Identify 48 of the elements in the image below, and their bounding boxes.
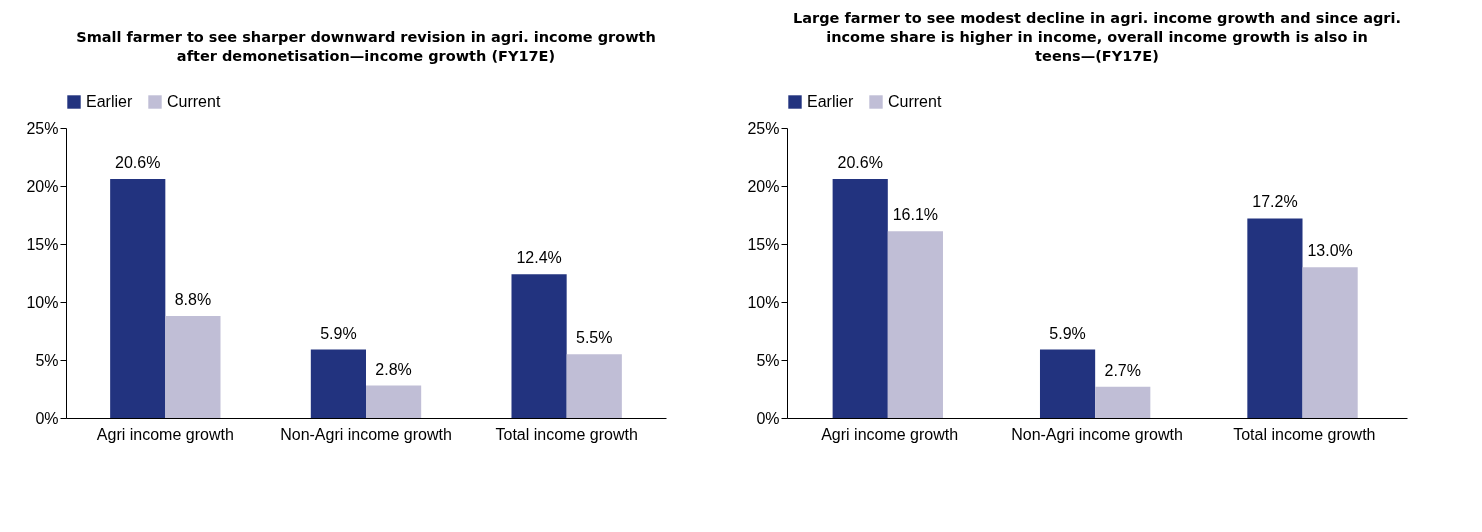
data-label: 2.7% [1104,361,1141,379]
y-tick-label: 25% [26,119,59,137]
bar [887,231,943,418]
data-label: 20.6% [115,154,161,172]
y-tick-label: 5% [756,351,780,369]
bar [1247,218,1303,418]
y-tick-label: 25% [747,119,780,137]
bar [1095,386,1151,418]
bar [1302,267,1358,418]
chart-title: Small farmer to see sharper downward revision in agri. income growth after demonetisation—income growth (FY17E) [76,28,656,64]
y-tick-label: 10% [747,293,780,311]
bar [110,179,166,418]
data-label: 13.0% [1307,242,1353,260]
x-tick-label: Agri income growth [96,425,234,443]
data-label: 16.1% [892,206,939,224]
x-tick-label: Total income growth [495,425,638,443]
bar [366,385,422,418]
data-label: 5.9% [1049,324,1086,342]
y-tick-label: 15% [26,235,59,253]
x-tick-label: Non-Agri income growth [280,425,452,443]
bar [566,354,622,418]
data-label: 12.4% [516,249,562,267]
data-label: 8.8% [174,290,212,308]
data-label: 17.2% [1252,193,1298,211]
legend-label: Earlier [86,93,133,110]
bar [310,349,366,418]
data-label: 20.6% [837,154,883,172]
bar [832,179,888,418]
data-label: 5.9% [320,324,357,342]
data-label: 5.5% [576,329,613,347]
legend-label: Earlier [807,93,854,110]
x-tick-label: Total income growth [1233,425,1376,443]
y-tick-label: 0% [756,409,780,427]
bar [1039,349,1096,418]
y-tick-label: 15% [747,235,780,253]
y-tick-label: 10% [26,293,59,311]
x-tick-label: Agri income growth [821,425,959,443]
y-tick-label: 20% [747,177,780,195]
legend-label: Current [888,93,942,110]
chart-title: Large farmer to see modest decline in agri. income growth and since agri. income share is higher in income, overall income growth is also in teens—(FY17E) [793,9,1401,64]
y-tick-label: 20% [26,177,59,195]
bar [511,274,567,418]
legend-label: Current [167,93,221,110]
y-tick-label: 0% [35,409,59,427]
bar [165,315,221,418]
x-tick-label: Non-Agri income growth [1011,425,1183,443]
y-tick-label: 5% [35,351,59,369]
data-label: 2.8% [375,360,412,378]
